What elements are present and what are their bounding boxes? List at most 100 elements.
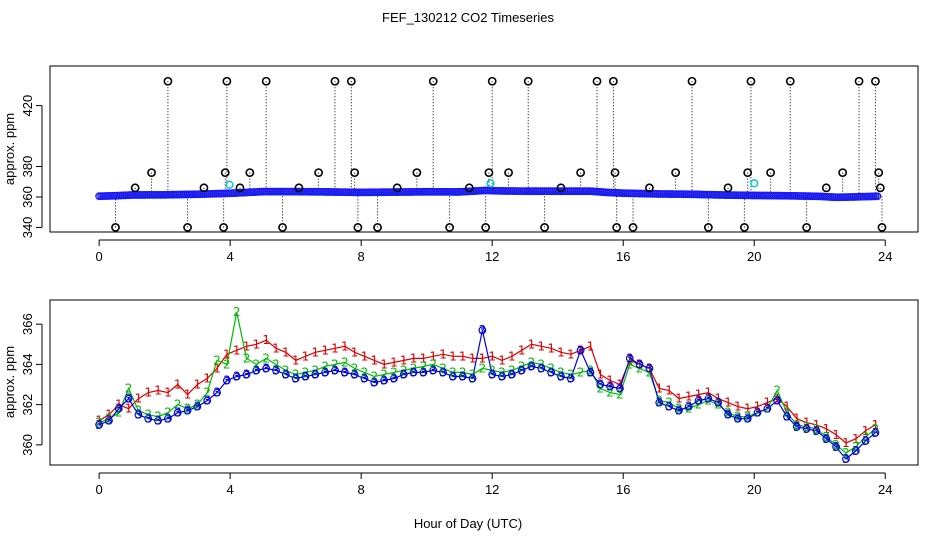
series-3-circle	[792, 422, 801, 431]
series-2-marker: 2	[95, 416, 103, 430]
y-tick-label: 360	[20, 434, 35, 456]
spike-point	[854, 76, 864, 86]
y-tick-label: 420	[20, 95, 35, 117]
series-3-circle	[547, 368, 556, 377]
series-1-marker: 1	[459, 349, 467, 363]
series-2-marker: 2	[813, 422, 821, 436]
series-3-circle	[665, 402, 673, 411]
series-3-circle	[380, 376, 388, 385]
series-2-marker: 2	[410, 361, 418, 375]
series-3-marker: 3	[675, 404, 683, 418]
series-3-marker: 3	[518, 363, 526, 377]
spike-point	[740, 223, 749, 232]
series-3-marker: 3	[508, 367, 516, 381]
series-1-marker: 1	[842, 436, 850, 450]
series-3-circle	[193, 402, 202, 411]
spike-point	[481, 223, 491, 232]
series-1-marker: 1	[577, 343, 585, 357]
series-1-marker: 1	[675, 392, 683, 406]
series-1-marker: 1	[528, 337, 536, 351]
series-3-circle	[527, 362, 536, 371]
series-3-marker: 3	[135, 408, 143, 422]
series-2-marker: 2	[557, 365, 565, 379]
series-3-marker: 3	[498, 369, 506, 383]
series-1-marker: 1	[213, 361, 221, 375]
series-1-marker: 1	[184, 388, 192, 402]
series-3-circle	[645, 364, 654, 373]
series-2-marker: 2	[685, 402, 693, 416]
series-3-circle	[478, 326, 487, 335]
x-tick-label: 20	[747, 249, 761, 264]
series-2-marker: 2	[331, 357, 339, 371]
series-3-circle	[773, 396, 782, 405]
x-tick-label: 12	[485, 249, 499, 264]
series-1-marker: 1	[292, 353, 300, 367]
series-3-circle	[655, 398, 664, 407]
series-3-marker: 3	[665, 400, 673, 414]
series-2-marker: 2	[164, 406, 172, 420]
spike-point	[746, 76, 756, 86]
y-tick-label: 380	[20, 156, 35, 178]
series-3-marker: 3	[577, 343, 585, 357]
y-axis-label: approx. ppm	[2, 113, 17, 185]
series-3-circle	[684, 402, 693, 411]
series-3-circle	[222, 376, 231, 385]
series-3-marker: 3	[125, 392, 133, 406]
series-2-marker: 2	[115, 406, 123, 420]
series-3-marker: 3	[567, 371, 575, 385]
series-3-marker: 3	[272, 363, 280, 377]
spike-point	[219, 223, 228, 232]
series-3-circle	[311, 370, 320, 379]
series-1-marker: 1	[449, 349, 457, 363]
series-3-circle	[802, 424, 811, 433]
series-3-circle	[399, 370, 408, 379]
series-1-marker: 1	[351, 345, 359, 359]
series-3-marker: 3	[351, 367, 359, 381]
series-3-circle	[468, 374, 477, 383]
series-3-circle	[724, 410, 732, 419]
series-3-marker: 3	[311, 367, 319, 381]
series-1-marker: 1	[361, 349, 369, 363]
series-3-circle	[871, 428, 880, 437]
series-3-marker: 3	[400, 367, 408, 381]
chart-title: FEF_130212 CO2 Timeseries	[382, 10, 554, 25]
series-3-marker: 3	[302, 369, 310, 383]
series-3-marker: 3	[321, 365, 329, 379]
series-1-marker: 1	[243, 339, 251, 353]
series-2-marker: 2	[734, 410, 742, 424]
series-1-marker: 1	[695, 388, 703, 402]
series-2-marker: 2	[174, 398, 182, 412]
series-3-marker: 3	[655, 396, 663, 410]
series-1-marker: 1	[813, 418, 821, 432]
x-tick-label: 4	[227, 482, 234, 497]
spike-point	[222, 76, 232, 86]
series-3-circle	[557, 372, 565, 381]
series-3-marker: 3	[705, 392, 713, 406]
plot-frame	[49, 65, 919, 233]
y-tick-label: 360	[20, 186, 35, 208]
spike-point	[612, 223, 622, 232]
series-2-marker: 2	[636, 361, 644, 375]
series-3-circle	[586, 368, 595, 377]
series-1-marker: 1	[420, 351, 428, 365]
series-2-marker: 2	[479, 361, 487, 375]
spike-point	[314, 168, 323, 178]
series-3-circle	[498, 372, 506, 381]
x-axis-label: Hour of Day (UTC)	[414, 516, 522, 531]
spike-point	[608, 76, 618, 86]
series-1-marker: 1	[125, 402, 133, 416]
series-2-marker: 2	[744, 410, 752, 424]
series-3-circle	[753, 408, 762, 417]
cyan-point	[486, 179, 495, 188]
series-3-line	[98, 330, 876, 460]
series-3-circle	[488, 370, 497, 379]
series-1-marker: 1	[832, 428, 840, 442]
spike-point	[445, 223, 455, 232]
series-2-marker: 2	[675, 402, 683, 416]
spike-point	[330, 76, 340, 86]
series-3-circle	[842, 455, 850, 463]
series-3-marker: 3	[714, 396, 722, 410]
series-3-circle	[350, 370, 359, 379]
series-3-marker: 3	[233, 369, 241, 383]
series-2-marker: 2	[665, 396, 673, 410]
